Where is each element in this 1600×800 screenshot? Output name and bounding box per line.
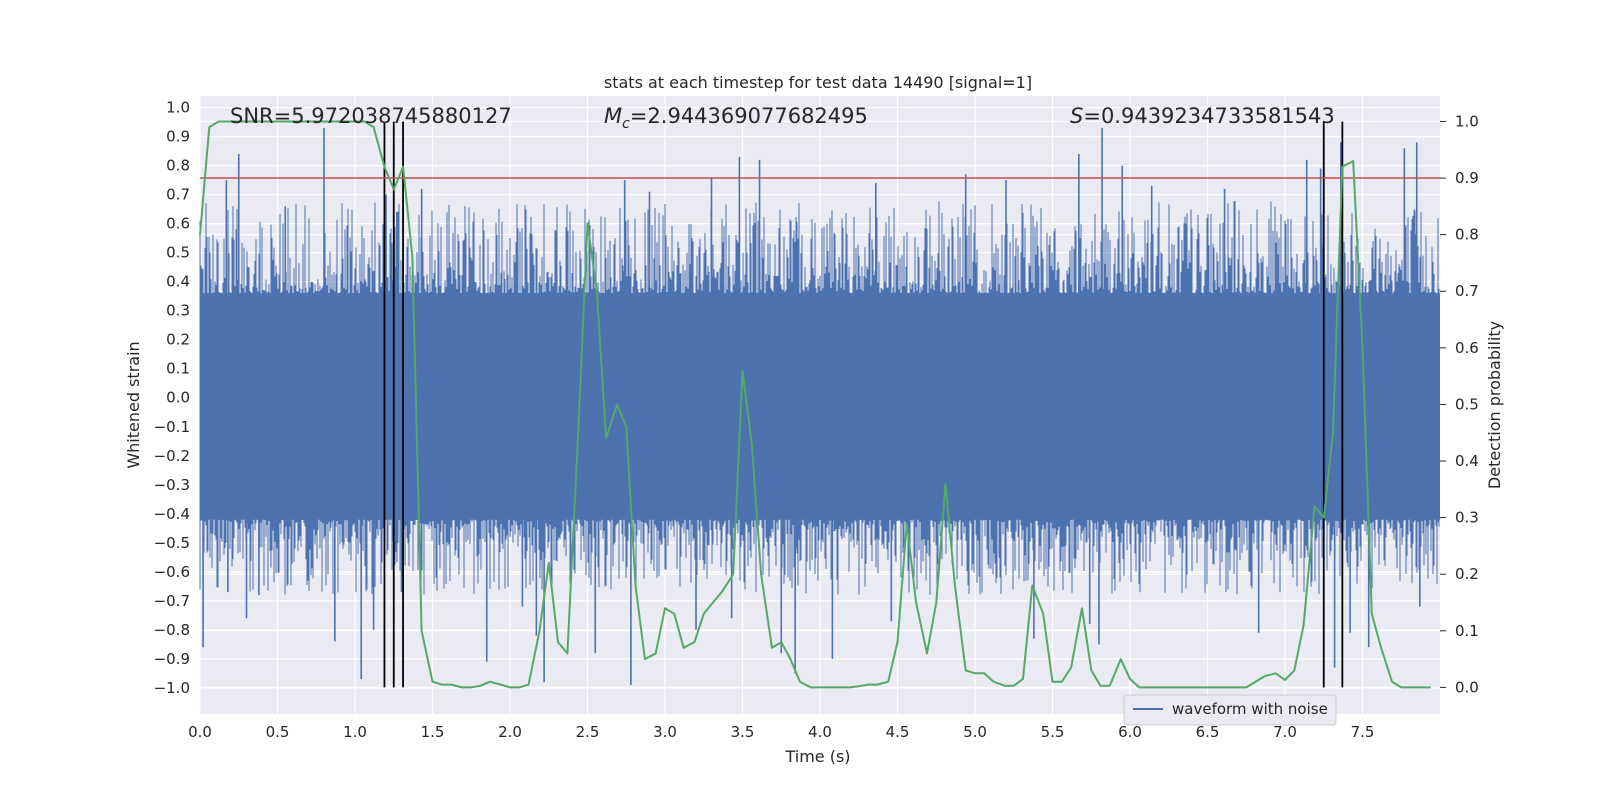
y2-tick-label: 0.1 [1455,622,1479,640]
y-tick-label: 0.1 [166,360,190,378]
y2-tick-label: 0.8 [1455,226,1479,244]
legend-entry: waveform with noise [1172,700,1328,718]
x-tick-label: 2.0 [498,723,522,741]
y-tick-label: −1.0 [154,679,190,697]
y-tick-label: 0.2 [166,331,190,349]
legend-box [1123,694,1337,726]
y-tick-label: 1.0 [166,99,190,117]
y-tick-label: 0.0 [166,389,190,407]
x-tick-label: 3.0 [653,723,677,741]
y-tick-labels: 1.0 0.9 0.8 0.7 0.6 0.5 0.4 0.3 0.2 0.1 0.0 −0.1 −0.… [154,99,190,697]
x-tick-label: 7.0 [1273,723,1297,741]
legend: waveform with noise [1123,694,1337,726]
y-tick-label: 0.4 [166,273,190,291]
score-annotation: S=0.9439234733581543 [1070,104,1335,128]
x-tick-label: 1.0 [343,723,367,741]
snr-annotation: SNR=5.972038745880127 [230,104,512,128]
y-tick-label: −0.4 [154,505,190,523]
x-tick-label: 0.5 [266,723,290,741]
y-axis-label: Whitened strain [124,341,143,468]
x-tick-label: 2.5 [576,723,600,741]
x-tick-label: 4.5 [886,723,910,741]
score-symbol: S [1070,104,1083,128]
y-tick-label: 0.6 [166,215,190,233]
chirp-mass-annotation: Mc=2.944369077682495 [604,104,868,132]
y2-tick-label: 1.0 [1455,112,1479,130]
chart-title: stats at each timestep for test data 144… [604,73,1032,92]
vertical-markers [383,121,1344,688]
probability-series [199,120,1431,689]
y2-tick-label: 0.2 [1455,565,1479,583]
y2-tick-label: 0.0 [1455,678,1479,696]
x-tick-label: 1.5 [421,723,445,741]
y-tick-label: −0.1 [154,418,190,436]
y-tick-label: −0.8 [154,621,190,639]
x-tick-label: 0.0 [188,723,212,741]
y-tick-label: −0.6 [154,563,190,581]
x-axis-label: Time (s) [784,747,850,766]
y2-tick-label: 0.9 [1455,169,1479,187]
y2-tick-label: 0.7 [1455,282,1479,300]
chirp-mass-value: =2.944369077682495 [630,104,868,128]
chirp-mass-subscript: c [622,116,630,132]
x-tick-label: 5.5 [1041,723,1065,741]
y-tick-label: −0.5 [154,534,190,552]
y-tick-label: −0.9 [154,650,190,668]
y2-tick-labels: 1.0 0.9 0.8 0.7 0.6 0.5 0.4 0.3 0.2 0.1 0.0 [1440,112,1479,696]
y-tick-label: 0.9 [166,128,190,146]
y2-tick-label: 0.4 [1455,452,1479,470]
y2-tick-label: 0.6 [1455,339,1479,357]
x-tick-label: 4.0 [808,723,832,741]
y-tick-label: −0.7 [154,592,190,610]
y-tick-label: 0.5 [166,244,190,262]
x-tick-labels: 0.0 0.5 1.0 1.5 2.0 2.5 3.0 3.5 4.0 4.5 5.0 5.5 6.0 6… [188,723,1374,741]
y2-tick-label: 0.3 [1455,509,1479,527]
waveform-series [199,127,1440,685]
waveform-noise [199,201,1440,595]
x-tick-label: 5.0 [963,723,987,741]
y-tick-label: 0.7 [166,186,190,204]
probability-line [199,120,1431,689]
y-tick-label: 0.3 [166,302,190,320]
x-tick-label: 6.5 [1196,723,1220,741]
y-tick-label: −0.2 [154,447,190,465]
y2-tick-label: 0.5 [1455,395,1479,413]
y2-axis-label: Detection probability [1485,321,1504,489]
x-tick-label: 3.5 [731,723,755,741]
y-tick-label: 0.8 [166,157,190,175]
x-tick-label: 7.5 [1351,723,1375,741]
chirp-mass-symbol: M [604,104,622,128]
score-value: =0.9439234733581543 [1083,104,1334,128]
x-tick-label: 6.0 [1118,723,1142,741]
y-tick-label: −0.3 [154,476,190,494]
